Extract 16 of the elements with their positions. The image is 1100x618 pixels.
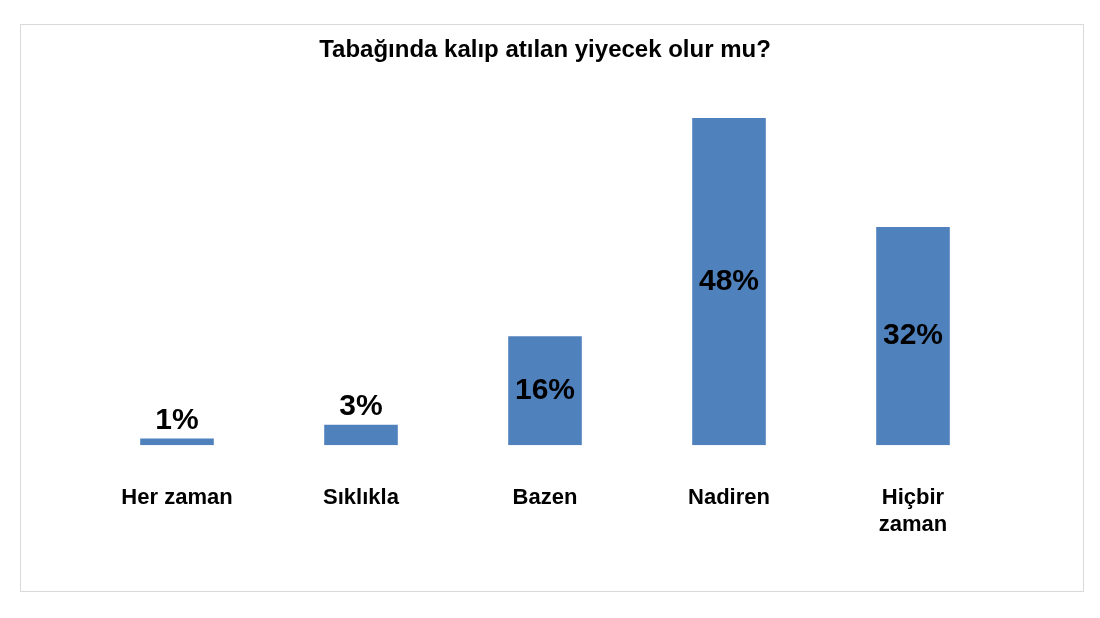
x-tick-label: Sıklıkla bbox=[323, 484, 400, 510]
x-tick-label: Her zaman bbox=[121, 484, 233, 510]
x-tick-label: Hiçbir zaman bbox=[878, 484, 948, 536]
bar bbox=[140, 438, 214, 446]
x-tick-label: Bazen bbox=[512, 484, 578, 510]
bar bbox=[692, 118, 766, 446]
data-label: 16% bbox=[514, 371, 576, 405]
x-tick-label: Nadiren bbox=[688, 484, 770, 510]
bar bbox=[324, 424, 398, 446]
chart-title: Tabağında kalıp atılan yiyecek olur mu? bbox=[319, 35, 771, 63]
data-label: 48% bbox=[698, 262, 760, 296]
bar bbox=[876, 227, 950, 446]
data-label: 1% bbox=[155, 401, 199, 435]
data-label: 32% bbox=[882, 317, 944, 351]
bar bbox=[508, 336, 582, 446]
data-label: 3% bbox=[339, 388, 383, 422]
